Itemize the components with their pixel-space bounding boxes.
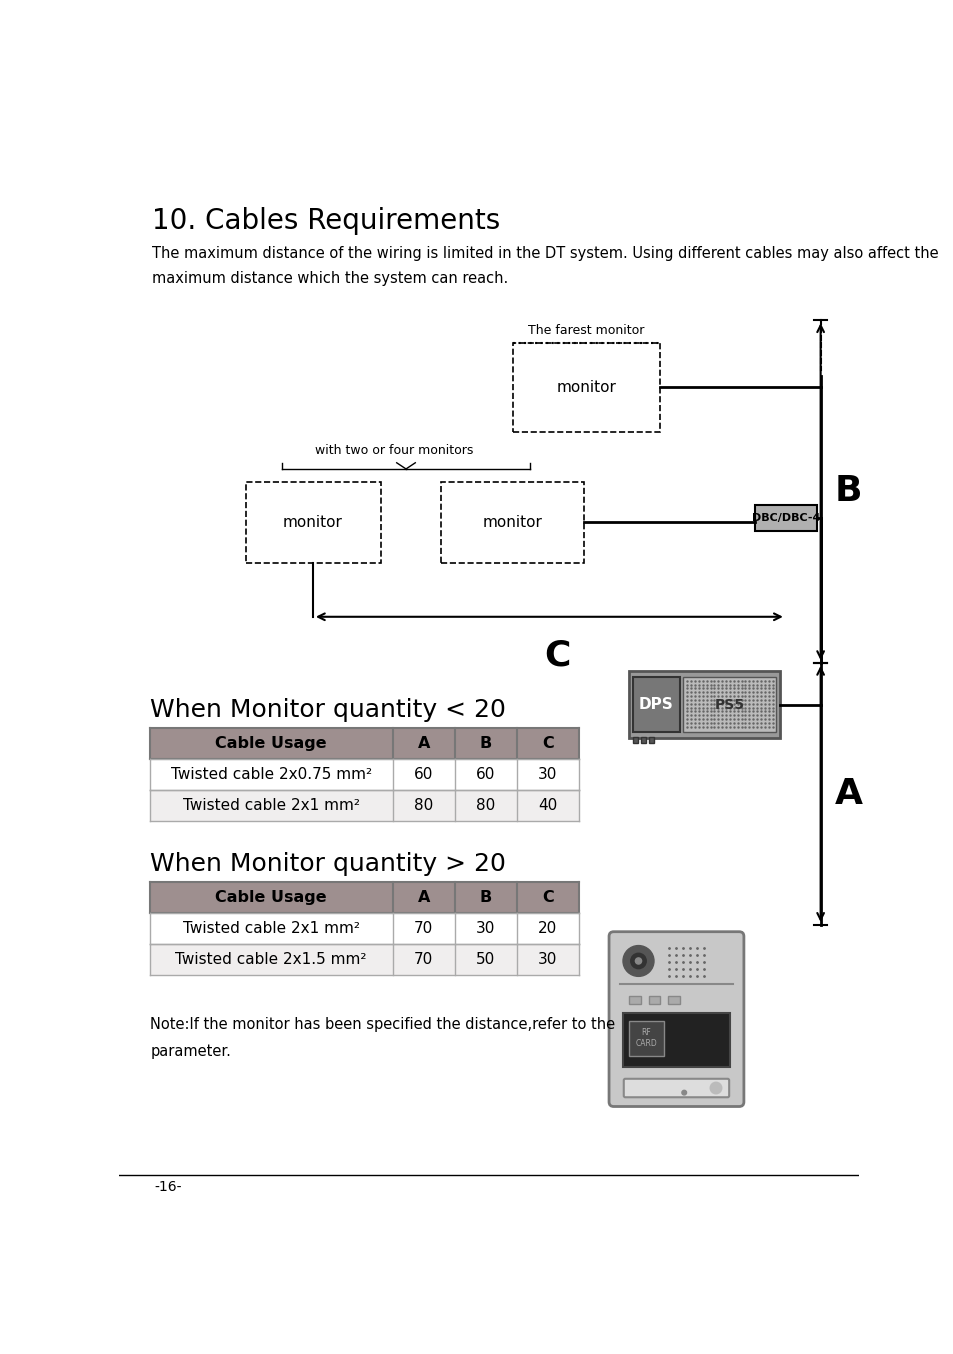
Text: 30: 30 bbox=[537, 768, 557, 783]
FancyBboxPatch shape bbox=[633, 737, 638, 743]
FancyBboxPatch shape bbox=[667, 997, 679, 1005]
FancyBboxPatch shape bbox=[622, 1013, 729, 1067]
FancyBboxPatch shape bbox=[150, 883, 578, 913]
FancyBboxPatch shape bbox=[754, 505, 816, 531]
Text: Twisted cable 2x1 mm²: Twisted cable 2x1 mm² bbox=[182, 921, 359, 936]
Text: When Monitor quantity > 20: When Monitor quantity > 20 bbox=[150, 852, 506, 876]
Text: Note:If the monitor has been specified the distance,refer to the
parameter.: Note:If the monitor has been specified t… bbox=[150, 1017, 615, 1059]
Text: 70: 70 bbox=[414, 921, 433, 936]
Text: Cable Usage: Cable Usage bbox=[215, 891, 327, 906]
Text: DPS: DPS bbox=[639, 697, 673, 712]
Text: 40: 40 bbox=[537, 798, 557, 812]
Text: monitor: monitor bbox=[283, 515, 342, 529]
Text: C: C bbox=[543, 638, 570, 673]
Circle shape bbox=[681, 1090, 686, 1095]
FancyBboxPatch shape bbox=[150, 944, 578, 975]
Text: with two or four monitors: with two or four monitors bbox=[314, 444, 473, 458]
FancyBboxPatch shape bbox=[623, 1079, 728, 1097]
Text: 50: 50 bbox=[476, 952, 495, 967]
Text: The farest monitor: The farest monitor bbox=[528, 324, 644, 337]
Text: 10. Cables Requirements: 10. Cables Requirements bbox=[152, 207, 499, 236]
Text: A: A bbox=[417, 737, 430, 751]
Text: B: B bbox=[834, 474, 862, 508]
FancyBboxPatch shape bbox=[629, 997, 640, 1005]
Text: 60: 60 bbox=[414, 768, 433, 783]
Text: 80: 80 bbox=[414, 798, 433, 812]
FancyBboxPatch shape bbox=[682, 677, 776, 733]
FancyBboxPatch shape bbox=[245, 482, 381, 563]
FancyBboxPatch shape bbox=[629, 1021, 663, 1056]
FancyBboxPatch shape bbox=[640, 737, 645, 743]
Circle shape bbox=[710, 1083, 720, 1094]
FancyBboxPatch shape bbox=[648, 737, 654, 743]
FancyBboxPatch shape bbox=[150, 728, 578, 760]
Text: 30: 30 bbox=[476, 921, 495, 936]
Text: 60: 60 bbox=[476, 768, 495, 783]
Text: Twisted cable 2x1 mm²: Twisted cable 2x1 mm² bbox=[182, 798, 359, 812]
Text: RF
CARD: RF CARD bbox=[635, 1028, 657, 1048]
Text: C: C bbox=[541, 737, 553, 751]
Text: PS5: PS5 bbox=[714, 697, 744, 712]
Text: Twisted cable 2x1.5 mm²: Twisted cable 2x1.5 mm² bbox=[175, 952, 367, 967]
Text: C: C bbox=[541, 891, 553, 906]
FancyBboxPatch shape bbox=[629, 670, 780, 738]
Text: A: A bbox=[834, 777, 862, 811]
Text: The maximum distance of the wiring is limited in the DT system. Using different : The maximum distance of the wiring is li… bbox=[152, 245, 938, 287]
Circle shape bbox=[630, 953, 645, 968]
FancyBboxPatch shape bbox=[150, 913, 578, 944]
Text: Twisted cable 2x0.75 mm²: Twisted cable 2x0.75 mm² bbox=[171, 768, 372, 783]
Text: DBC/DBC-4: DBC/DBC-4 bbox=[751, 513, 819, 523]
FancyBboxPatch shape bbox=[440, 482, 583, 563]
Text: When Monitor quantity < 20: When Monitor quantity < 20 bbox=[150, 697, 506, 722]
Text: 20: 20 bbox=[537, 921, 557, 936]
Text: monitor: monitor bbox=[556, 380, 616, 395]
Text: 80: 80 bbox=[476, 798, 495, 812]
Text: -16-: -16- bbox=[154, 1179, 181, 1194]
Text: monitor: monitor bbox=[481, 515, 541, 529]
Circle shape bbox=[622, 945, 654, 976]
Text: 70: 70 bbox=[414, 952, 433, 967]
Text: 30: 30 bbox=[537, 952, 557, 967]
FancyBboxPatch shape bbox=[150, 789, 578, 821]
Text: Cable Usage: Cable Usage bbox=[215, 737, 327, 751]
Circle shape bbox=[635, 957, 641, 964]
FancyBboxPatch shape bbox=[150, 760, 578, 789]
FancyBboxPatch shape bbox=[648, 997, 659, 1005]
Text: A: A bbox=[417, 891, 430, 906]
FancyBboxPatch shape bbox=[633, 677, 679, 733]
Text: B: B bbox=[479, 737, 492, 751]
Text: B: B bbox=[479, 891, 492, 906]
FancyBboxPatch shape bbox=[608, 932, 743, 1106]
FancyBboxPatch shape bbox=[513, 344, 659, 432]
